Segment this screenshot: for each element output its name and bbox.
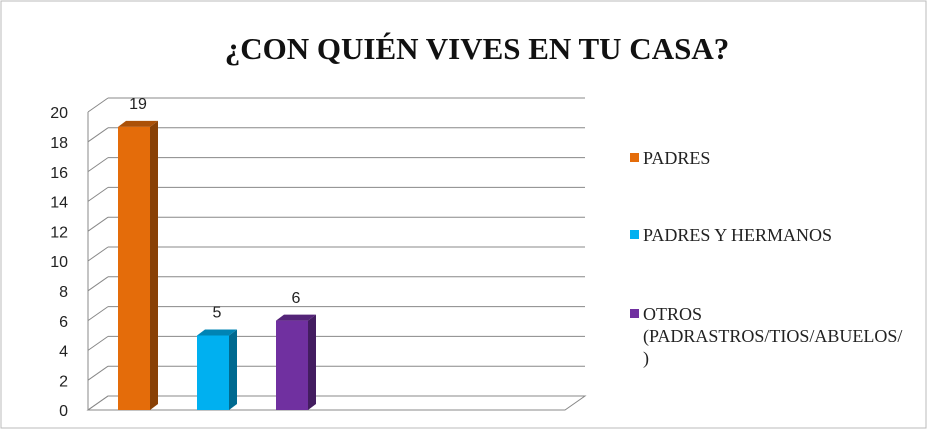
y-tick-label: 20: [50, 105, 68, 122]
grid-line-side: [87, 306, 109, 322]
bar-top: [118, 120, 158, 127]
data-label: 6: [292, 290, 301, 307]
y-tick-label: 14: [50, 195, 68, 212]
y-tick-label: 16: [50, 165, 68, 182]
y-tick-label: 18: [50, 135, 68, 152]
bar-side: [150, 120, 158, 411]
legend-label: PADRES: [643, 148, 711, 168]
grid-line-side: [87, 186, 109, 202]
grid-line-side: [87, 97, 109, 113]
y-tick-label: 4: [59, 344, 68, 361]
grid-line-side: [87, 365, 109, 381]
floor: [86, 395, 587, 411]
grid-line-side: [87, 157, 109, 173]
grid-line-side: [87, 216, 109, 232]
legend-label: OTROS (PADRASTROS/TIOS/ABUELOS/): [643, 304, 903, 368]
legend-item: OTROS (PADRASTROS/TIOS/ABUELOS/): [630, 303, 920, 369]
chart-title: ¿CON QUIÉN VIVES EN TU CASA?: [225, 31, 729, 66]
bar: [118, 126, 150, 411]
y-tick-label: 0: [59, 403, 68, 420]
bar-top: [276, 314, 316, 321]
bar: [276, 320, 308, 410]
data-label: 19: [129, 96, 147, 113]
legend-label: PADRES Y HERMANOS: [643, 225, 833, 245]
legend-swatch: [630, 153, 639, 162]
y-tick-label: 6: [59, 314, 68, 331]
y-tick-label: 12: [50, 224, 68, 241]
grid-line-side: [87, 276, 109, 292]
legend-item: PADRES Y HERMANOS: [630, 224, 920, 246]
legend-swatch: [630, 230, 639, 239]
legend-swatch: [630, 309, 639, 318]
bar-side: [229, 329, 237, 410]
grid-line-side: [87, 335, 109, 351]
y-tick-label: 8: [59, 284, 68, 301]
data-label: 5: [213, 305, 222, 322]
legend-item: PADRES: [630, 147, 920, 169]
y-tick-label: 10: [50, 254, 68, 271]
bar: [197, 335, 229, 410]
grid-line-side: [87, 127, 109, 143]
bar-top: [197, 329, 237, 336]
y-tick-label: 2: [59, 373, 68, 390]
bar-side: [308, 314, 316, 410]
grid-line-side: [87, 246, 109, 262]
